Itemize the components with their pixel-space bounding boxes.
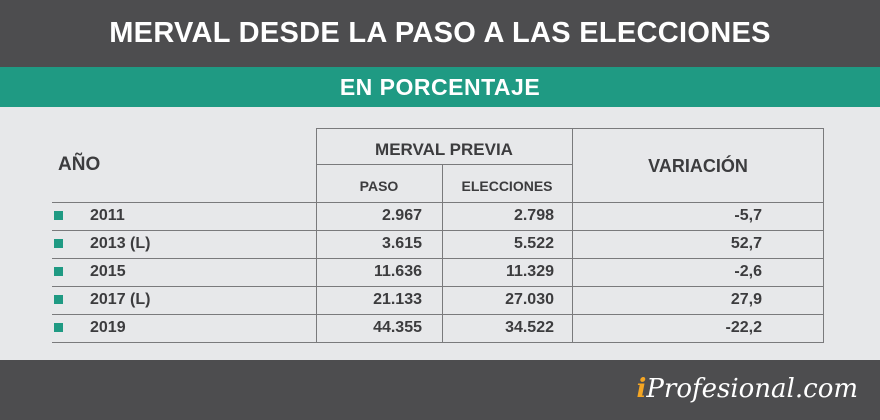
- table-right-border: [823, 128, 824, 342]
- cell-elecciones: 2.798: [513, 207, 554, 224]
- row-bullet-icon: [54, 239, 63, 248]
- cell-year: 2017 (L): [90, 291, 151, 308]
- cell-elecciones: 5.522: [513, 235, 554, 252]
- header-year: AÑO: [58, 154, 101, 175]
- footer-bar: iProfesional.com: [0, 360, 880, 420]
- header-paso: PASO: [359, 178, 399, 194]
- cell-variacion: 52,7: [730, 235, 762, 252]
- title-banner: MERVAL DESDE LA PASO A LAS ELECCIONES: [0, 0, 880, 67]
- cell-paso: 21.133: [373, 291, 422, 308]
- cell-year: 2015: [90, 263, 126, 280]
- logo-prefix: i: [636, 374, 647, 404]
- cell-year: 2013 (L): [90, 235, 151, 252]
- cell-variacion: 27,9: [730, 291, 762, 308]
- cell-paso: 11.636: [373, 263, 422, 280]
- row-divider: [52, 230, 824, 231]
- row-bullet-icon: [54, 323, 63, 332]
- cell-year: 2011: [90, 207, 125, 224]
- cell-variacion: -2,6: [734, 263, 762, 280]
- table-top-border: [316, 128, 824, 129]
- logo-text: Profesional.com: [646, 374, 858, 404]
- cell-paso: 44.355: [373, 319, 422, 336]
- row-divider: [52, 342, 824, 343]
- header-elecciones: ELECCIONES: [461, 178, 553, 194]
- cell-elecciones: 27.030: [505, 291, 554, 308]
- header-variacion: VARIACIÓN: [648, 156, 748, 176]
- row-divider: [52, 258, 824, 259]
- group-underline: [316, 164, 572, 165]
- cell-year: 2019: [90, 319, 126, 336]
- col-divider-2: [442, 164, 443, 342]
- subtitle-banner: EN PORCENTAJE: [0, 67, 880, 107]
- chart-subtitle: EN PORCENTAJE: [339, 73, 541, 100]
- iprofesional-logo: iProfesional.com: [637, 374, 858, 404]
- data-table: AÑO MERVAL PREVIA PASO ELECCIONES VARIAC…: [52, 128, 824, 343]
- row-bullet-icon: [54, 267, 63, 276]
- row-bullet-icon: [54, 211, 63, 220]
- cell-variacion: -22,2: [725, 319, 762, 336]
- col-divider-1: [316, 128, 317, 342]
- cell-paso: 2.967: [381, 207, 422, 224]
- row-divider: [52, 314, 824, 315]
- cell-paso: 3.615: [381, 235, 422, 252]
- header-bottom-border: [52, 202, 824, 203]
- cell-elecciones: 11.329: [505, 263, 554, 280]
- header-group: MERVAL PREVIA: [375, 140, 513, 159]
- cell-variacion: -5,7: [734, 207, 762, 224]
- row-divider: [52, 286, 824, 287]
- col-divider-3: [572, 128, 573, 342]
- chart-title: MERVAL DESDE LA PASO A LAS ELECCIONES: [109, 17, 771, 49]
- row-bullet-icon: [54, 295, 63, 304]
- cell-elecciones: 34.522: [505, 319, 554, 336]
